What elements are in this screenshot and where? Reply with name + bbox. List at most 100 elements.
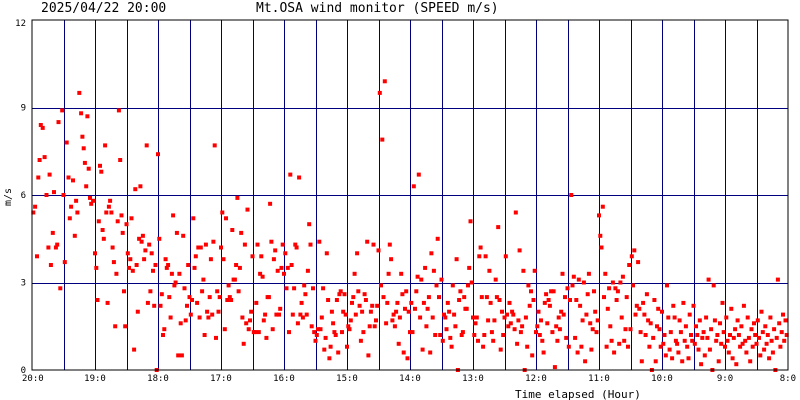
data-point [440, 338, 445, 343]
data-point [253, 330, 257, 335]
data-point [305, 268, 310, 273]
data-point [505, 312, 509, 317]
data-point [570, 283, 575, 288]
data-point [103, 143, 108, 148]
data-point [302, 283, 307, 288]
data-point [188, 312, 193, 317]
data-point [217, 295, 222, 300]
data-point [289, 263, 294, 267]
data-point [140, 233, 145, 238]
data-point [129, 216, 134, 221]
data-point [62, 260, 67, 265]
data-point [724, 315, 729, 320]
data-point [415, 274, 420, 279]
data-point [692, 341, 697, 346]
data-point [420, 347, 425, 352]
data-point [539, 318, 543, 323]
data-point [396, 341, 401, 346]
data-point [508, 321, 513, 326]
data-point [602, 295, 606, 300]
data-point [397, 315, 402, 320]
data-point [574, 298, 579, 302]
grid-lines [32, 20, 788, 370]
data-point [133, 187, 138, 192]
data-point [108, 198, 113, 203]
data-point [64, 140, 69, 145]
data-point [637, 306, 642, 311]
data-point [701, 330, 706, 335]
data-point [203, 242, 208, 247]
data-point [604, 344, 609, 349]
y-tick-label: 12 [15, 19, 26, 29]
data-point [42, 155, 47, 160]
data-point [208, 257, 213, 262]
data-point [517, 248, 522, 253]
data-point [743, 338, 748, 343]
data-point [529, 289, 533, 294]
data-point [618, 280, 623, 285]
data-point [295, 321, 300, 326]
data-point [190, 298, 194, 302]
data-point [69, 204, 74, 209]
data-point [532, 268, 537, 273]
data-point [377, 90, 382, 95]
data-point [438, 333, 443, 337]
data-point [464, 306, 469, 311]
data-point [527, 303, 532, 308]
data-point [660, 309, 664, 314]
x-tick-label: 15:0 [336, 374, 358, 384]
data-point [375, 303, 380, 308]
data-point [473, 321, 478, 326]
data-point [196, 245, 201, 250]
data-point [142, 257, 147, 262]
data-point [627, 263, 632, 267]
data-point [482, 333, 487, 337]
data-point [549, 289, 554, 294]
data-point [600, 204, 605, 209]
data-point [98, 163, 102, 168]
data-point [728, 333, 732, 337]
data-point [343, 312, 348, 317]
data-point [458, 289, 463, 294]
data-point [707, 347, 712, 352]
data-point [394, 309, 399, 314]
data-point [191, 216, 196, 221]
data-point [569, 193, 574, 197]
data-point [748, 359, 753, 364]
data-point [127, 265, 131, 270]
data-point [712, 318, 717, 323]
data-point [507, 300, 512, 305]
data-point [445, 300, 450, 305]
data-point [739, 324, 744, 329]
data-point [655, 324, 659, 329]
data-point [666, 315, 671, 320]
data-point [139, 239, 144, 244]
data-point [176, 353, 181, 358]
data-point [501, 333, 506, 337]
data-point [620, 274, 625, 279]
data-point [202, 333, 207, 337]
data-point [502, 315, 507, 320]
data-point [603, 271, 608, 276]
data-point [284, 286, 289, 291]
data-point [520, 324, 525, 329]
data-point [648, 321, 653, 326]
data-point [405, 356, 410, 361]
data-point [700, 335, 705, 340]
data-point [246, 327, 251, 332]
data-point [697, 318, 702, 323]
data-point [678, 330, 683, 335]
data-point [705, 335, 710, 340]
data-point [695, 333, 700, 337]
data-point [81, 146, 86, 151]
data-point [178, 321, 183, 326]
data-point [259, 254, 264, 259]
data-point [526, 283, 531, 288]
data-point [227, 295, 232, 300]
data-point [376, 248, 381, 253]
data-point [555, 338, 560, 343]
data-point [96, 219, 101, 224]
data-point [624, 295, 629, 300]
data-point [745, 315, 750, 320]
